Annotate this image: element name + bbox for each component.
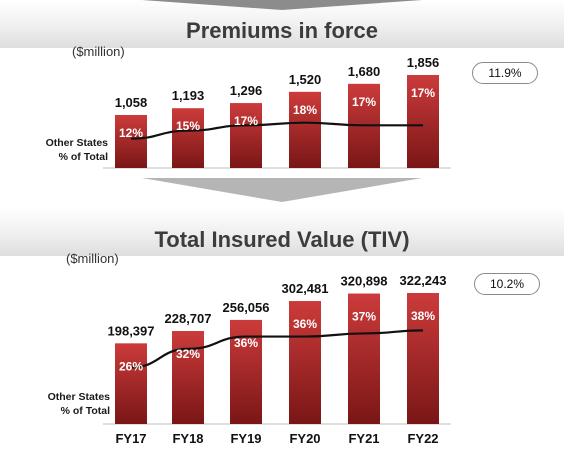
share-label: 32% [176, 347, 200, 361]
bar-value-label: 320,898 [341, 274, 388, 289]
x-tick-label: FY20 [289, 431, 320, 446]
bar-fy17 [115, 114, 147, 168]
title-band-tiv [0, 208, 564, 256]
bar-value-label: 1,058 [115, 95, 148, 110]
bar-value-label: 1,520 [289, 72, 322, 87]
bar-fy22 [407, 75, 439, 168]
bar-fy17 [115, 343, 147, 424]
share-label: 17% [234, 114, 258, 128]
share-line-0 [130, 121, 423, 140]
bar-fy18 [172, 108, 204, 168]
bar-fy20 [289, 301, 321, 424]
line-caption-premiums: Other States % of Total [24, 136, 108, 164]
share-label: 17% [352, 95, 376, 109]
share-label: 18% [293, 103, 317, 117]
units-label-tiv: ($million) [66, 251, 119, 266]
chart-title-premiums: Premiums in force [186, 18, 378, 43]
share-label: 37% [352, 310, 376, 324]
share-label: 38% [411, 309, 435, 323]
bar-value-label: 228,707 [165, 311, 212, 326]
line-caption-line1: Other States [47, 391, 110, 403]
x-tick-label: FY18 [172, 431, 203, 446]
chart-title-tiv: Total Insured Value (TIV) [154, 227, 410, 252]
bar-value-label: 1,296 [230, 83, 263, 98]
bar-value-label: 1,856 [407, 55, 440, 70]
x-tick-label: FY22 [407, 431, 438, 446]
line-caption-line2: % of Total [58, 151, 108, 163]
bar-value-label: 1,193 [172, 88, 205, 103]
line-caption-tiv: Other States % of Total [26, 390, 110, 418]
cagr-badge-premiums: 11.9% [472, 62, 538, 84]
x-tick-label: FY19 [230, 431, 261, 446]
bar-fy19 [230, 103, 262, 168]
section-chevron [142, 178, 422, 202]
line-caption-line1: Other States [45, 137, 108, 149]
bar-value-label: 1,680 [348, 64, 381, 79]
share-label: 36% [234, 336, 258, 350]
bar-value-label: 302,481 [282, 281, 329, 296]
share-label: 36% [293, 317, 317, 331]
top-chevron [142, 0, 422, 10]
share-label: 15% [176, 119, 200, 133]
bar-fy20 [289, 91, 321, 168]
share-label: 12% [119, 126, 143, 140]
x-tick-label: FY17 [115, 431, 146, 446]
cagr-badge-tiv: 10.2% [474, 273, 540, 295]
bar-value-label: 198,397 [108, 323, 155, 338]
share-label: 17% [411, 86, 435, 100]
share-line-1 [130, 329, 424, 369]
bar-fy22 [407, 293, 439, 424]
bar-fy18 [172, 331, 204, 424]
share-label: 26% [119, 359, 143, 373]
line-caption-line2: % of Total [60, 405, 110, 417]
bar-value-label: 322,243 [400, 273, 447, 288]
units-label-premiums: ($million) [72, 44, 125, 59]
bar-fy21 [348, 293, 380, 424]
x-tick-label: FY21 [348, 431, 379, 446]
bar-value-label: 256,056 [223, 300, 270, 315]
